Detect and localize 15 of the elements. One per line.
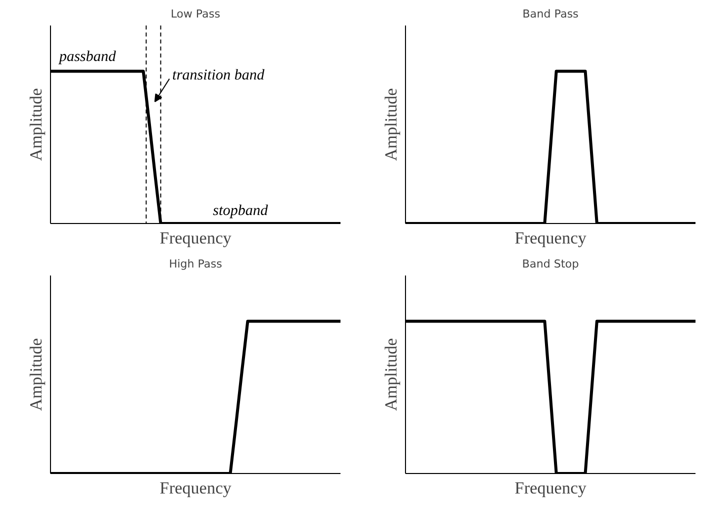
chart-title: Low Pass <box>170 8 221 20</box>
annotation: stopband <box>212 202 268 219</box>
chart-title: Band Stop <box>522 258 579 270</box>
chart-title: Band Pass <box>522 8 579 20</box>
y-axis-title: Amplitude <box>382 338 400 411</box>
x-axis-title: Frequency <box>160 228 232 248</box>
y-axis-title: Amplitude <box>382 88 400 161</box>
chart-title: High Pass <box>168 258 222 270</box>
x-axis-title: Frequency <box>160 478 232 498</box>
text: passband <box>58 49 116 66</box>
x-axis-title: Frequency <box>514 228 587 248</box>
y-axis-title: Amplitude <box>26 338 46 411</box>
x-axis-title: Frequency <box>514 478 587 498</box>
annotation: transition band <box>172 67 265 84</box>
y-axis-title: Amplitude <box>26 88 46 161</box>
